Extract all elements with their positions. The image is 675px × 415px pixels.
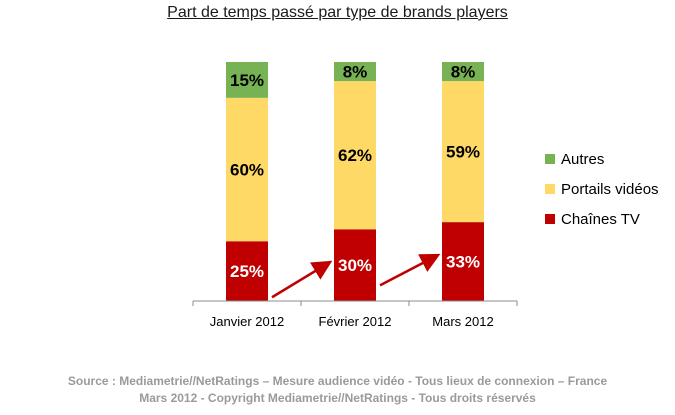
data-label: 8% bbox=[343, 63, 368, 82]
data-label: 8% bbox=[451, 63, 476, 82]
data-label: 33% bbox=[446, 253, 480, 272]
bar-segment-autres bbox=[334, 62, 376, 82]
category-label: Janvier 2012 bbox=[210, 314, 284, 329]
legend-swatch-autres bbox=[545, 154, 555, 164]
source-line-2: Mars 2012 - Copyright Mediametrie//NetRa… bbox=[139, 391, 536, 405]
legend-swatch-chaines-tv bbox=[545, 214, 555, 224]
bar-segment-autres bbox=[226, 62, 268, 98]
category-label: Mars 2012 bbox=[432, 314, 493, 329]
legend-label-autres: Autres bbox=[561, 151, 604, 168]
data-label: 62% bbox=[338, 146, 372, 165]
data-label: 25% bbox=[230, 262, 264, 281]
data-label: 59% bbox=[446, 143, 480, 162]
trend-arrow bbox=[271, 260, 333, 299]
data-label: 15% bbox=[230, 71, 264, 90]
legend-label-chaines-tv: Chaînes TV bbox=[561, 211, 640, 228]
legend-swatch-portails-videos bbox=[545, 184, 555, 194]
bar-segment-portails-videos bbox=[226, 97, 268, 242]
bar-segment-autres bbox=[442, 62, 484, 82]
legend-label-portails-videos: Portails vidéos bbox=[561, 181, 659, 198]
category-label: Février 2012 bbox=[319, 314, 392, 329]
data-label: 60% bbox=[230, 161, 264, 180]
bar-segment-chaines-tv bbox=[334, 229, 376, 301]
chart-title: Part de temps passé par type de brands p… bbox=[167, 4, 508, 21]
bar-segment-portails-videos bbox=[334, 81, 376, 230]
data-label: 30% bbox=[338, 256, 372, 275]
source-note: Source : Mediametrie//NetRatings – Mesur… bbox=[0, 373, 675, 407]
bar-segment-chaines-tv bbox=[442, 222, 484, 301]
trend-arrow bbox=[379, 253, 441, 287]
bar-segment-chaines-tv bbox=[226, 241, 268, 301]
source-line-1: Source : Mediametrie//NetRatings – Mesur… bbox=[67, 374, 608, 388]
bar-segment-portails-videos bbox=[442, 81, 484, 223]
